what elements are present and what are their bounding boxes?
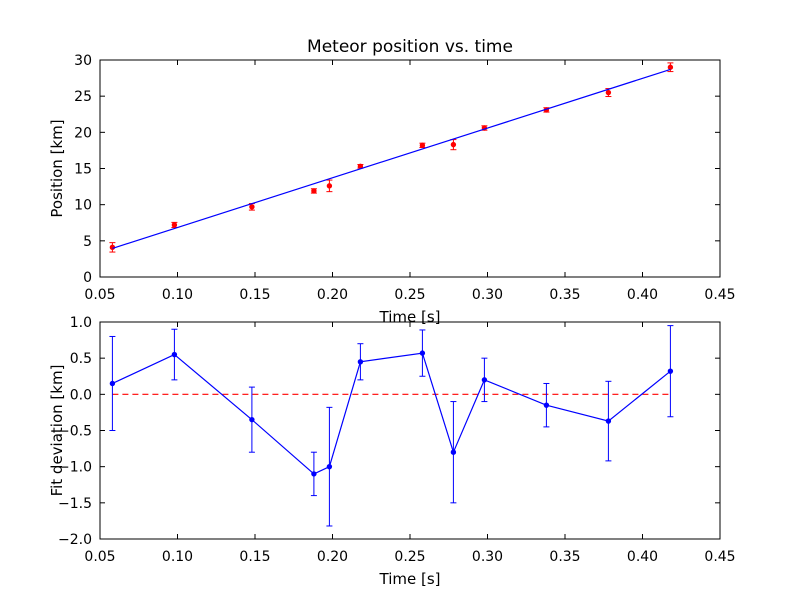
x-tick-label: 0.25: [394, 549, 425, 565]
data-point: [543, 402, 550, 408]
chart-title: Meteor position vs. time: [307, 37, 513, 57]
y-tick-label: 15: [74, 162, 92, 178]
x-tick-label: 0.30: [472, 287, 503, 303]
x-tick-label: 0.05: [84, 287, 115, 303]
x-tick-label: 0.15: [239, 549, 270, 565]
data-point: [450, 141, 457, 148]
x-tick-label: 0.35: [549, 287, 580, 303]
y-axis-label: Position [km]: [48, 119, 66, 217]
data-point: [667, 64, 674, 70]
x-tick-label: 0.35: [549, 549, 580, 565]
y-tick-label: −1.5: [58, 496, 92, 512]
data-point: [605, 418, 612, 424]
y-tick-label: 25: [74, 89, 92, 105]
x-tick-label: 0.25: [394, 287, 425, 303]
x-tick-label: 0.05: [84, 549, 115, 565]
y-tick-label: 0: [83, 270, 92, 286]
data-point: [249, 416, 255, 423]
x-tick-label: 0.15: [239, 287, 270, 303]
x-tick-label: 0.45: [704, 287, 735, 303]
y-tick-label: −0.5: [58, 424, 92, 440]
y-tick-label: 1.0: [70, 315, 92, 331]
fit-line: [112, 68, 671, 249]
x-tick-label: 0.10: [162, 287, 193, 303]
data-point: [171, 351, 178, 358]
y-tick-label: −2.0: [58, 532, 92, 548]
y-tick-label: 0.5: [70, 351, 92, 367]
x-tick-label: 0.40: [627, 549, 658, 565]
data-point: [311, 471, 317, 477]
data-point: [249, 204, 255, 210]
y-tick-label: 20: [74, 125, 92, 141]
y-tick-label: 10: [74, 198, 92, 214]
data-point: [667, 368, 674, 374]
x-tick-label: 0.30: [472, 549, 503, 565]
y-tick-label: 30: [74, 53, 92, 69]
y-tick-label: 5: [83, 234, 92, 250]
deviation-line: [112, 352, 671, 475]
plot-frame-0: [99, 59, 721, 278]
y-tick-label: −1.0: [58, 460, 92, 476]
x-tick-label: 0.20: [317, 549, 348, 565]
data-point: [171, 222, 178, 228]
y-axis-label: Fit deviation [km]: [48, 365, 66, 497]
data-point: [419, 142, 426, 149]
data-point: [326, 463, 333, 470]
data-point: [605, 89, 612, 96]
data-point: [109, 380, 116, 387]
data-point: [481, 377, 488, 383]
data-point: [311, 188, 317, 194]
x-axis-label: Time [s]: [379, 570, 441, 588]
x-tick-label: 0.10: [162, 549, 193, 565]
x-tick-label: 0.40: [627, 287, 658, 303]
data-point: [357, 359, 364, 365]
x-tick-label: 0.45: [704, 549, 735, 565]
data-point: [326, 183, 333, 189]
y-tick-label: 0.0: [70, 387, 92, 403]
data-point: [419, 350, 426, 356]
data-point: [450, 449, 457, 455]
x-tick-label: 0.20: [317, 287, 348, 303]
